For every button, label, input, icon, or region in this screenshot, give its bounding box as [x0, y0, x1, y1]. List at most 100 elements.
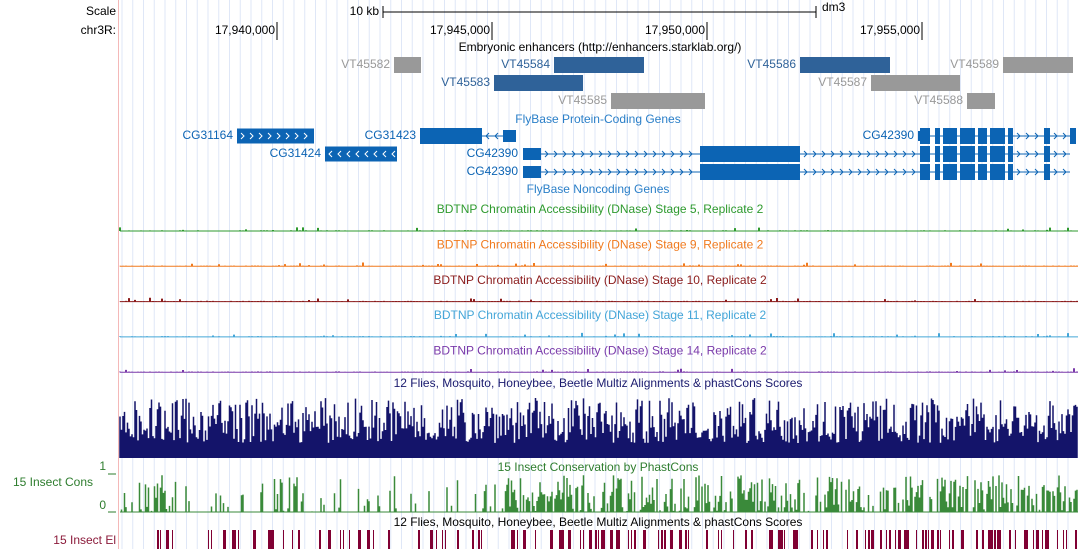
conserved-element — [523, 530, 526, 549]
strand-arrow — [240, 132, 245, 140]
exon — [1044, 164, 1050, 180]
strand-arrow — [598, 150, 603, 158]
exon — [920, 146, 930, 162]
position-label: 17,940,000 — [215, 23, 275, 37]
conserved-element — [442, 530, 443, 549]
position-label: 17,945,000 — [430, 23, 490, 37]
strand-arrow — [670, 168, 675, 176]
strand-arrow — [544, 168, 549, 176]
conserved-element — [430, 530, 433, 549]
exon — [943, 146, 957, 162]
conserved-element — [268, 530, 271, 549]
enhancer — [554, 57, 644, 73]
conserved-element — [976, 530, 978, 549]
strand-arrow — [1016, 168, 1021, 176]
multiz-signal — [119, 398, 1078, 458]
strand-arrow — [1034, 132, 1039, 140]
conserved-element — [343, 530, 344, 549]
conserved-element — [253, 530, 256, 549]
conserved-element — [211, 530, 212, 549]
strand-arrow — [589, 150, 594, 158]
strand-arrow — [911, 168, 916, 176]
strand-arrow — [884, 150, 889, 158]
scale-label: Scale — [86, 4, 116, 18]
strand-arrow — [688, 168, 693, 176]
conserved-element — [160, 530, 161, 549]
strand-arrow — [1025, 168, 1030, 176]
conserved-element — [589, 530, 592, 549]
conserved-element — [619, 530, 620, 549]
conserved-element — [1015, 530, 1016, 549]
strand-arrow — [391, 150, 396, 158]
track-title: 12 Flies, Mosquito, Honeybee, Beetle Mul… — [394, 515, 803, 529]
conserved-element — [658, 530, 659, 549]
conserved-element — [445, 530, 446, 549]
conserved-element — [925, 530, 927, 549]
exon — [978, 146, 987, 162]
conserved-element — [721, 530, 722, 549]
exon — [920, 128, 930, 144]
strand-arrow — [848, 168, 853, 176]
enhancer — [1003, 57, 1073, 73]
conserved-element — [1057, 530, 1058, 549]
conserved-element — [1042, 530, 1043, 549]
track-title: FlyBase Protein-Coding Genes — [515, 112, 680, 126]
conserved-element — [628, 530, 629, 549]
conserved-element — [298, 530, 300, 549]
strand-arrow — [337, 150, 342, 158]
conserved-element — [562, 530, 564, 549]
conserved-element — [856, 530, 858, 549]
strand-arrow — [562, 168, 567, 176]
strand-arrow — [866, 168, 871, 176]
track-title: 15 Insect Conservation by PhastCons — [498, 460, 699, 474]
exon — [960, 164, 975, 180]
strand-arrow — [884, 168, 889, 176]
strand-arrow — [346, 150, 351, 158]
conserved-element — [685, 530, 687, 549]
strand-arrow — [625, 150, 630, 158]
conserved-element — [823, 530, 824, 549]
strand-arrow — [875, 168, 880, 176]
conserved-element — [472, 530, 474, 549]
enhancer — [800, 57, 890, 73]
strand-arrow — [598, 168, 603, 176]
gene-label: CG42390 — [467, 146, 519, 160]
track-title: 12 Flies, Mosquito, Honeybee, Beetle Mul… — [394, 376, 803, 390]
position-label: 17,950,000 — [645, 23, 705, 37]
conserved-element — [580, 530, 581, 549]
conserved-element — [1027, 530, 1028, 549]
conserved-element — [706, 530, 708, 549]
strand-arrow — [258, 132, 263, 140]
position-label: 17,955,000 — [860, 23, 920, 37]
conserved-element — [436, 530, 437, 549]
conserved-element — [772, 530, 773, 549]
conserved-element — [418, 530, 420, 549]
strand-arrow — [679, 168, 684, 176]
enhancer-label: VT45587 — [818, 75, 867, 89]
conservation-signal — [120, 475, 1078, 512]
conserved-element — [670, 530, 673, 549]
strand-arrow — [1053, 150, 1058, 158]
conserved-element — [679, 530, 682, 549]
enhancer — [394, 57, 421, 73]
strand-arrow — [607, 150, 612, 158]
strand-arrow — [688, 150, 693, 158]
strand-arrow — [249, 132, 254, 140]
strand-arrow — [893, 150, 898, 158]
exon — [700, 146, 800, 162]
conserved-element — [769, 530, 772, 549]
conserved-element — [550, 530, 553, 549]
exon — [237, 128, 314, 144]
conserved-element — [367, 530, 370, 549]
conserved-element — [208, 530, 209, 549]
conserved-element — [292, 530, 293, 549]
exon — [990, 164, 1005, 180]
conserved-element — [349, 530, 350, 549]
conserved-element — [271, 530, 274, 549]
conserved-element — [811, 530, 813, 549]
conserved-element — [1000, 530, 1001, 549]
strand-arrow — [893, 168, 898, 176]
conserved-element — [340, 530, 341, 549]
conserved-element — [745, 530, 747, 549]
